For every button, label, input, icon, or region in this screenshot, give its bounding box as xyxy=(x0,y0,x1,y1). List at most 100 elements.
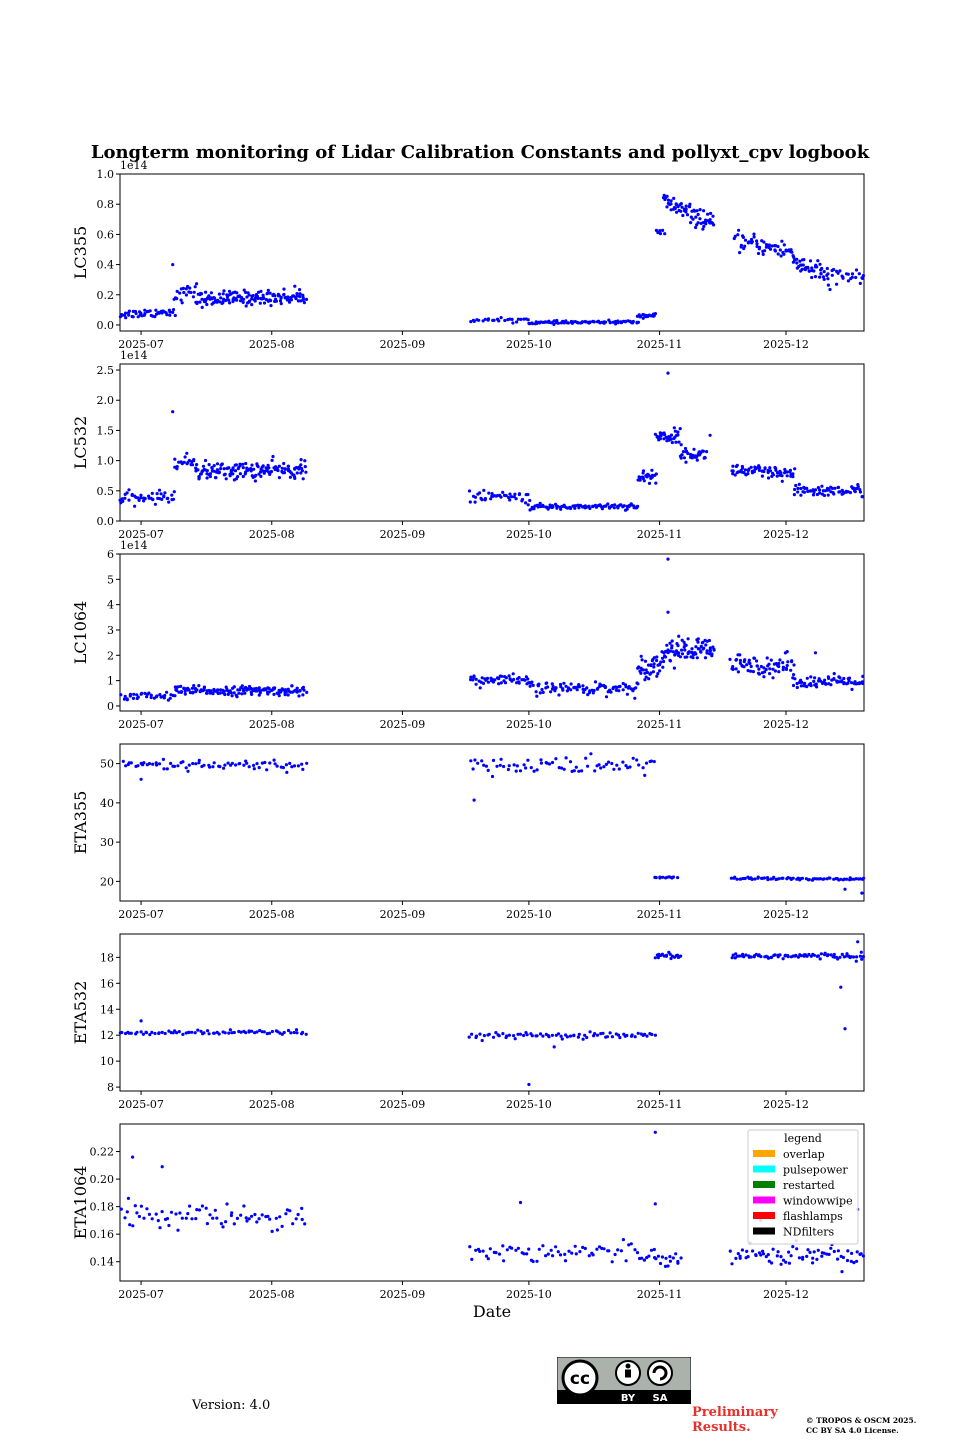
data-point xyxy=(832,952,836,957)
data-points xyxy=(119,557,865,702)
data-point xyxy=(275,466,279,470)
data-point xyxy=(767,662,771,666)
data-point xyxy=(826,283,831,287)
data-point xyxy=(470,1032,474,1036)
data-point xyxy=(612,506,616,510)
data-point xyxy=(570,1251,574,1255)
data-point xyxy=(196,1028,200,1032)
data-point xyxy=(698,208,702,212)
data-point xyxy=(515,320,519,324)
data-point xyxy=(822,877,826,881)
data-point xyxy=(779,1255,783,1259)
data-point xyxy=(514,769,518,773)
data-point xyxy=(120,497,124,501)
data-point xyxy=(119,1207,123,1211)
data-point xyxy=(197,758,201,763)
data-point xyxy=(182,460,186,464)
data-point xyxy=(585,1035,589,1040)
data-point xyxy=(751,1249,755,1253)
data-point xyxy=(582,690,586,695)
data-point xyxy=(304,470,308,474)
data-point xyxy=(161,757,165,762)
data-point xyxy=(262,471,266,475)
data-point xyxy=(555,504,560,508)
data-point xyxy=(262,296,266,300)
data-point xyxy=(517,676,521,680)
data-point xyxy=(223,472,227,476)
data-point xyxy=(749,465,753,469)
data-point xyxy=(254,686,258,691)
data-point xyxy=(497,682,501,686)
cc-by-sa-icon: cc BY SA xyxy=(556,1356,692,1405)
data-point xyxy=(482,1034,486,1038)
data-point xyxy=(131,315,135,319)
data-point xyxy=(653,956,657,960)
data-point xyxy=(640,658,644,662)
data-point xyxy=(494,1251,498,1255)
legend: legend overlap pulsepower restarted windowwi… xyxy=(747,1129,859,1245)
data-point xyxy=(755,664,759,668)
data-point xyxy=(563,1252,567,1256)
legend-swatch xyxy=(753,1150,775,1157)
data-point xyxy=(838,955,842,959)
data-point xyxy=(818,488,822,492)
data-point xyxy=(624,685,628,689)
copyright-line-2: CC BY SA 4.0 License. xyxy=(806,1426,899,1435)
data-point xyxy=(615,763,619,767)
data-point xyxy=(530,322,535,326)
y-tick-label: 1.0 xyxy=(97,168,115,181)
data-point xyxy=(677,440,681,444)
legend-entry-label: flashlamps xyxy=(783,1210,843,1223)
data-point xyxy=(165,690,169,694)
data-point xyxy=(547,1035,551,1039)
data-point xyxy=(136,764,140,768)
data-point xyxy=(169,761,173,766)
data-point xyxy=(535,768,539,772)
data-point xyxy=(644,761,649,765)
y-axis-label: ETA1064 xyxy=(71,1166,90,1240)
data-point xyxy=(812,269,816,273)
data-point xyxy=(830,273,834,277)
data-point xyxy=(740,1248,745,1252)
data-point xyxy=(784,1260,788,1264)
data-point xyxy=(599,766,603,770)
data-point xyxy=(192,290,196,294)
data-point xyxy=(653,1033,658,1037)
data-point-outlier xyxy=(131,1155,135,1159)
data-point xyxy=(492,318,496,322)
data-point xyxy=(738,653,742,657)
data-point xyxy=(178,1211,182,1215)
data-point xyxy=(805,685,809,689)
data-point xyxy=(643,1032,647,1036)
data-point xyxy=(791,1245,795,1249)
data-point xyxy=(150,1030,154,1034)
data-point xyxy=(541,504,545,508)
data-point xyxy=(762,240,766,244)
data-point xyxy=(176,1228,180,1232)
data-point xyxy=(191,691,195,695)
data-point xyxy=(538,1032,543,1036)
data-point xyxy=(687,650,691,654)
data-point xyxy=(731,953,735,957)
data-point xyxy=(262,301,267,305)
data-point xyxy=(677,651,681,655)
data-point xyxy=(295,1031,299,1035)
data-point xyxy=(781,661,785,665)
data-point xyxy=(841,276,845,280)
data-point xyxy=(188,1204,192,1208)
data-point xyxy=(603,504,608,508)
data-point xyxy=(849,1259,853,1263)
data-point xyxy=(832,492,836,496)
data-point xyxy=(494,1031,498,1035)
data-point xyxy=(811,493,816,497)
data-point xyxy=(190,1217,194,1221)
data-point xyxy=(546,1252,550,1256)
data-point xyxy=(172,490,176,494)
data-point xyxy=(850,272,855,276)
legend-title: legend xyxy=(784,1132,822,1145)
data-point xyxy=(711,214,715,218)
data-point xyxy=(191,761,195,766)
data-point xyxy=(205,302,209,307)
data-point xyxy=(705,651,709,655)
data-point xyxy=(234,297,238,301)
